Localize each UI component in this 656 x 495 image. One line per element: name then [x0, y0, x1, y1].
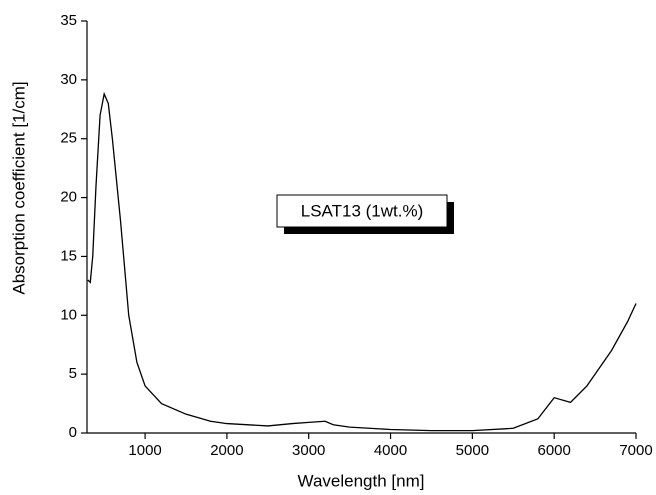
annotation: LSAT13 (1wt.%) — [301, 201, 424, 220]
y-tick-label: 10 — [60, 306, 77, 323]
x-tick-label: 5000 — [456, 442, 489, 459]
y-tick-label: 15 — [60, 247, 77, 264]
y-tick-label: 20 — [60, 189, 77, 206]
y-tick-label: 35 — [60, 12, 77, 29]
y-tick-label: 25 — [60, 130, 77, 147]
data-line — [87, 91, 637, 432]
y-tick-label: 5 — [69, 365, 77, 382]
y-tick-label: 30 — [60, 71, 77, 88]
y-axis-label: Absorption coefficient [1/cm] — [9, 81, 28, 294]
x-tick-label: 2000 — [210, 442, 243, 459]
x-tick-label: 3000 — [292, 442, 325, 459]
x-tick-label: 6000 — [537, 442, 570, 459]
x-tick-label: 4000 — [374, 442, 407, 459]
x-tick-label: 7000 — [619, 442, 652, 459]
y-tick-label: 0 — [69, 424, 77, 441]
annotation-box — [276, 194, 448, 228]
x-axis-label: Wavelength [nm] — [298, 471, 425, 490]
x-tick-label: 1000 — [128, 442, 161, 459]
